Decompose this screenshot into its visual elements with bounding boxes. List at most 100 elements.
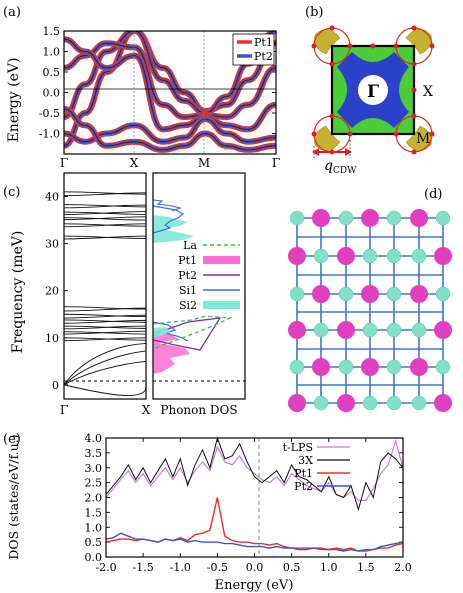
- si-atom: [338, 210, 354, 226]
- dos-line-3x: [105, 436, 404, 512]
- panel-a-legend: Pt1 Pt2: [232, 33, 275, 66]
- si-atom: [386, 248, 402, 264]
- panel-c-dos-curves: [152, 199, 233, 374]
- m-point-label: M: [416, 131, 430, 147]
- legend-label-tlps: t-LPS: [283, 441, 313, 454]
- legend-swatch-si2: [203, 301, 240, 309]
- panel-b-label: (b): [305, 5, 323, 20]
- phonon-band-high: [63, 223, 147, 228]
- panel-d-crystal-lattice: [288, 209, 452, 412]
- panel-c-xtick: Γ: [60, 403, 68, 417]
- phonon-band-mid: [63, 307, 147, 312]
- dos-si1-high-top: [152, 199, 182, 212]
- legend-label-pt2: Pt2: [178, 269, 197, 282]
- legend-label-3x: 3X: [298, 454, 313, 467]
- pt-atom: [410, 209, 428, 227]
- dos-line-t-lps: [105, 439, 404, 502]
- panel-e-ytick-label: 4.0: [85, 432, 103, 445]
- si-atom: [386, 210, 402, 226]
- phonon-band-mid: [63, 306, 147, 310]
- panel-c-yticks: 40 30 20 10 0: [45, 191, 68, 392]
- phonon-band-mid: [63, 337, 147, 342]
- pt-atom: [410, 358, 428, 376]
- legend-label-pt2: Pt2: [294, 480, 313, 493]
- phonon-band-mid: [63, 319, 147, 323]
- si-atom: [362, 322, 378, 338]
- pt-atom: [337, 247, 355, 265]
- phonon-band-mid: [63, 313, 147, 318]
- si-atom: [313, 395, 329, 411]
- phonon-band-mid: [63, 314, 147, 319]
- pt-atom: [337, 321, 355, 339]
- phonon-band-high: [63, 191, 147, 195]
- qcdw-arrow-left: [312, 148, 319, 156]
- gamma-label: Γ: [367, 82, 379, 102]
- panel-a-ytick-label: 1.0: [43, 46, 61, 59]
- panel-e-ytick-label: 0.5: [85, 536, 103, 549]
- panel-a-yticks: 1.5 1.0 0.5 0.0 -0.5 -1.0: [39, 25, 276, 141]
- panel-a-ytick-label: 1.5: [43, 25, 61, 38]
- panel-a-xtick: Γ: [272, 156, 280, 170]
- dos-si2-fill-mid: [153, 327, 170, 338]
- dos-pt1-fill: [153, 330, 190, 374]
- panel-a-label: (a): [3, 5, 21, 20]
- si-atom: [313, 248, 329, 264]
- panel-e-ytick-label: 1.5: [85, 506, 103, 519]
- panel-e-label: (e): [3, 432, 21, 447]
- dos-line-pt1: [105, 497, 404, 552]
- legend-swatch-pt1: [203, 256, 240, 264]
- panel-a-xtick: M: [198, 156, 210, 170]
- panel-e-xtick-label: 0.0: [246, 561, 264, 574]
- phonon-band-high: [63, 211, 147, 215]
- panel-a-xtick: X: [130, 156, 139, 170]
- band-line-1: [64, 31, 276, 118]
- si-atom: [435, 359, 451, 375]
- si-atom: [338, 286, 354, 302]
- panel-e-ytick-label: 2.0: [85, 492, 103, 505]
- panel-c-label: (c): [3, 185, 20, 200]
- panel-e-xtick-label: -1.5: [133, 561, 154, 574]
- si-atom: [289, 286, 305, 302]
- band-line-2: [64, 42, 276, 118]
- si-atom: [386, 395, 402, 411]
- pt-atom: [434, 247, 452, 265]
- panel-e-ytick-label: 1.0: [85, 521, 103, 534]
- pt-atom: [312, 209, 330, 227]
- legend-label-pt1: Pt1: [254, 36, 273, 49]
- panel-e-xlabel: Energy (eV): [215, 578, 294, 593]
- panel-e-xtick-label: 2.0: [394, 561, 412, 574]
- panel-c-ytick-label: 10: [45, 332, 59, 345]
- dos-la: [152, 315, 233, 351]
- si-atom: [411, 322, 427, 338]
- qcdw-label: qCDW: [324, 158, 357, 176]
- panel-c-phonon-bands: [63, 191, 147, 397]
- cdw-dots: [311, 25, 435, 155]
- pt-atom: [434, 321, 452, 339]
- dos-si2-fill-high: [153, 215, 194, 243]
- panel-e-legend: t-LPS 3X Pt1 Pt2: [283, 441, 350, 493]
- panel-c-ytick-label: 20: [45, 285, 59, 298]
- panel-c-frame: [63, 172, 147, 400]
- pt-atom: [312, 285, 330, 303]
- pt-atom: [337, 394, 355, 412]
- panel-a-ytick-label: -0.5: [39, 107, 60, 120]
- pt-atom: [410, 285, 428, 303]
- panel-e-ytick-label: 2.5: [85, 477, 103, 490]
- pt-atom: [312, 358, 330, 376]
- dos-si1-high: [152, 205, 185, 234]
- panel-e-xticks: -2.0 -1.5 -1.0 -0.5 0.0 0.5 1.0 1.5 2.0: [95, 438, 412, 574]
- legend-label-pt1: Pt1: [294, 467, 313, 480]
- panel-e-ytick-label: 3.5: [85, 447, 103, 460]
- pt-atom: [434, 394, 452, 412]
- si-atom: [411, 248, 427, 264]
- panel-a-ytick-label: -1.0: [39, 128, 60, 141]
- panel-e-xtick-label: 0.5: [283, 561, 301, 574]
- panel-e-ytick-label: 3.0: [85, 462, 103, 475]
- dos-line-pt2: [105, 532, 404, 552]
- x-point-label: X: [423, 84, 433, 100]
- legend-label-la: La: [183, 239, 197, 252]
- acoustic-branch: [63, 350, 147, 386]
- fs-gamma-hole: [358, 75, 388, 105]
- pt-atom: [361, 358, 379, 376]
